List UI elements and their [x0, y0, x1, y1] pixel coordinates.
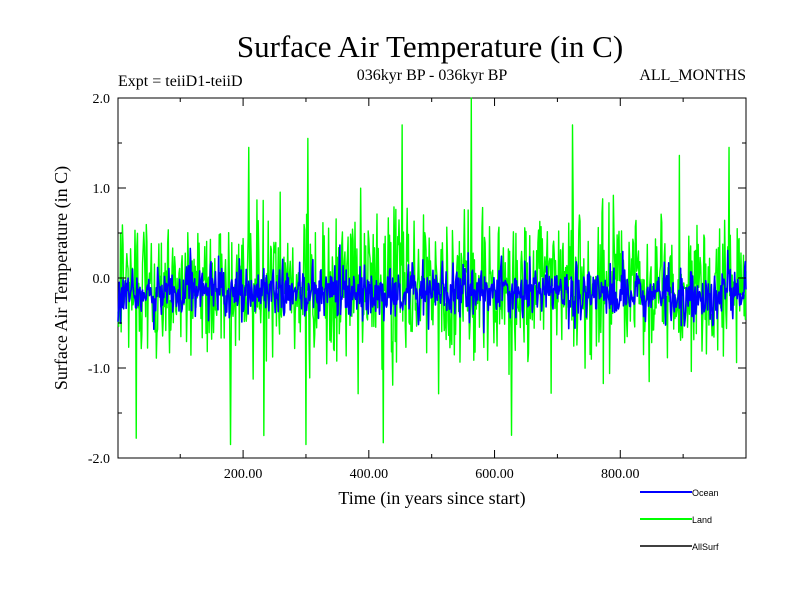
legend-ocean-label: Ocean	[692, 488, 719, 498]
experiment-label: Expt = teiiD1-teiiD	[118, 73, 243, 90]
legend: Ocean Land AllSurf	[640, 488, 719, 552]
chart-title: Surface Air Temperature (in C)	[237, 29, 623, 64]
y-tick-label: 1.0	[93, 182, 111, 197]
plot-area	[117, 97, 747, 459]
x-tick-label: 200.00	[224, 467, 263, 482]
land-series-line	[117, 97, 747, 446]
series-ocean	[117, 244, 747, 334]
months-label: ALL_MONTHS	[639, 67, 746, 84]
y-tick-label: 0.0	[93, 272, 111, 287]
y-tick-label: 2.0	[93, 92, 111, 107]
y-axis-label: Surface Air Temperature (in C)	[51, 166, 72, 390]
legend-land-label: Land	[692, 515, 712, 525]
x-tick-label: 800.00	[601, 467, 640, 482]
y-axis-ticks: -2.0 -1.0 0.0 1.0 2.0	[88, 92, 746, 467]
legend-allsurf-label: AllSurf	[692, 542, 719, 552]
series-land	[117, 97, 747, 446]
chart-subtitle: 036kyr BP - 036kyr BP	[357, 67, 508, 84]
x-tick-label: 400.00	[350, 467, 389, 482]
ocean-series-line	[117, 244, 747, 334]
y-tick-label: -1.0	[88, 362, 110, 377]
x-tick-label: 600.00	[475, 467, 514, 482]
x-axis-label: Time (in years since start)	[338, 488, 525, 509]
y-tick-label: -2.0	[88, 452, 110, 467]
x-axis-ticks: 200.00 400.00 600.00 800.00	[179, 98, 684, 482]
